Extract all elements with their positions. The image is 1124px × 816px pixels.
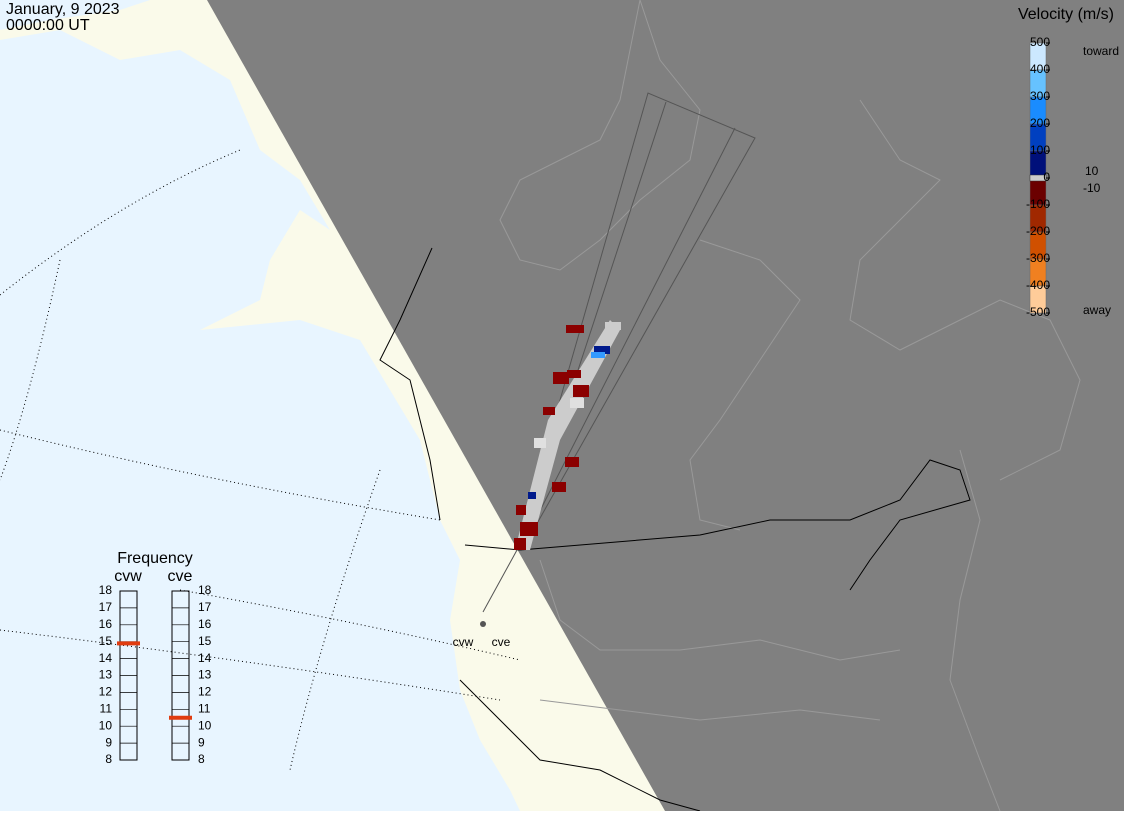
station-label: cve bbox=[492, 635, 511, 649]
colorbar-tick-label: 0 bbox=[1043, 170, 1050, 184]
frequency-label: 8 bbox=[198, 752, 205, 766]
frequency-label: 8 bbox=[105, 752, 112, 766]
frequency-label: 15 bbox=[198, 634, 212, 648]
date: January, 9 2023 bbox=[6, 1, 120, 18]
colorbar-title: Velocity (m/s) bbox=[1018, 6, 1114, 23]
colorbar-away: away bbox=[1083, 303, 1111, 317]
frequency-label: 14 bbox=[99, 651, 113, 665]
frequency-label: 9 bbox=[105, 735, 112, 749]
scatter-region bbox=[515, 320, 620, 550]
frequency-label: 11 bbox=[100, 701, 113, 715]
colorbar-tick-label: -400 bbox=[1026, 278, 1050, 292]
frequency-label: 18 bbox=[198, 583, 212, 597]
frequency-label: 17 bbox=[99, 600, 113, 614]
frequency-label: 17 bbox=[198, 600, 212, 614]
frequency-label: 18 bbox=[99, 583, 113, 597]
frequency-marker bbox=[169, 715, 192, 720]
colorbar-tick-label: -100 bbox=[1026, 197, 1050, 211]
colorbar-segment bbox=[1029, 285, 1047, 314]
time: 0000:00 UT bbox=[6, 17, 90, 34]
frequency-title: Frequency bbox=[117, 550, 193, 567]
frequency-label: 12 bbox=[198, 685, 212, 699]
frequency-label: 9 bbox=[198, 735, 205, 749]
colorbar-tick-label: -200 bbox=[1026, 224, 1050, 238]
night-shade bbox=[207, 0, 1124, 811]
coastlines bbox=[499, 0, 1081, 812]
frequency-marker bbox=[117, 641, 140, 646]
colorbar-tick-label: -300 bbox=[1026, 251, 1050, 265]
borders bbox=[379, 247, 971, 812]
radar-site bbox=[480, 621, 486, 627]
frequency-label: 14 bbox=[198, 651, 212, 665]
graticule bbox=[0, 149, 521, 771]
station-label: cvw bbox=[453, 635, 474, 649]
colorbar-tick-label: 200 bbox=[1030, 116, 1050, 130]
frequency-label: 10 bbox=[99, 718, 113, 732]
frequency-label: 12 bbox=[99, 685, 113, 699]
frequency-label: 16 bbox=[99, 617, 113, 631]
colorbar-threshold: -10 bbox=[1083, 181, 1101, 195]
colorbar-toward: toward bbox=[1083, 44, 1119, 58]
frequency-label: 13 bbox=[198, 668, 212, 682]
colorbar-threshold: 10 bbox=[1085, 164, 1099, 178]
frequency-radar: cvw bbox=[114, 568, 142, 585]
frequency-label: 11 bbox=[198, 701, 211, 715]
frequency-label: 10 bbox=[198, 718, 212, 732]
frequency-label: 15 bbox=[99, 634, 113, 648]
frequency-label: 16 bbox=[198, 617, 212, 631]
colorbar-tick-label: 400 bbox=[1030, 62, 1050, 76]
colorbar-tick-label: -500 bbox=[1026, 305, 1050, 319]
velocity-cells bbox=[514, 322, 621, 550]
arctic-ocean bbox=[0, 0, 150, 30]
colorbar-tick-label: 500 bbox=[1030, 35, 1050, 49]
frequency-radar: cve bbox=[168, 568, 193, 585]
frequency-label: 13 bbox=[99, 668, 113, 682]
colorbar-tick-label: 100 bbox=[1030, 143, 1050, 157]
colorbar-tick-label: 300 bbox=[1030, 89, 1050, 103]
